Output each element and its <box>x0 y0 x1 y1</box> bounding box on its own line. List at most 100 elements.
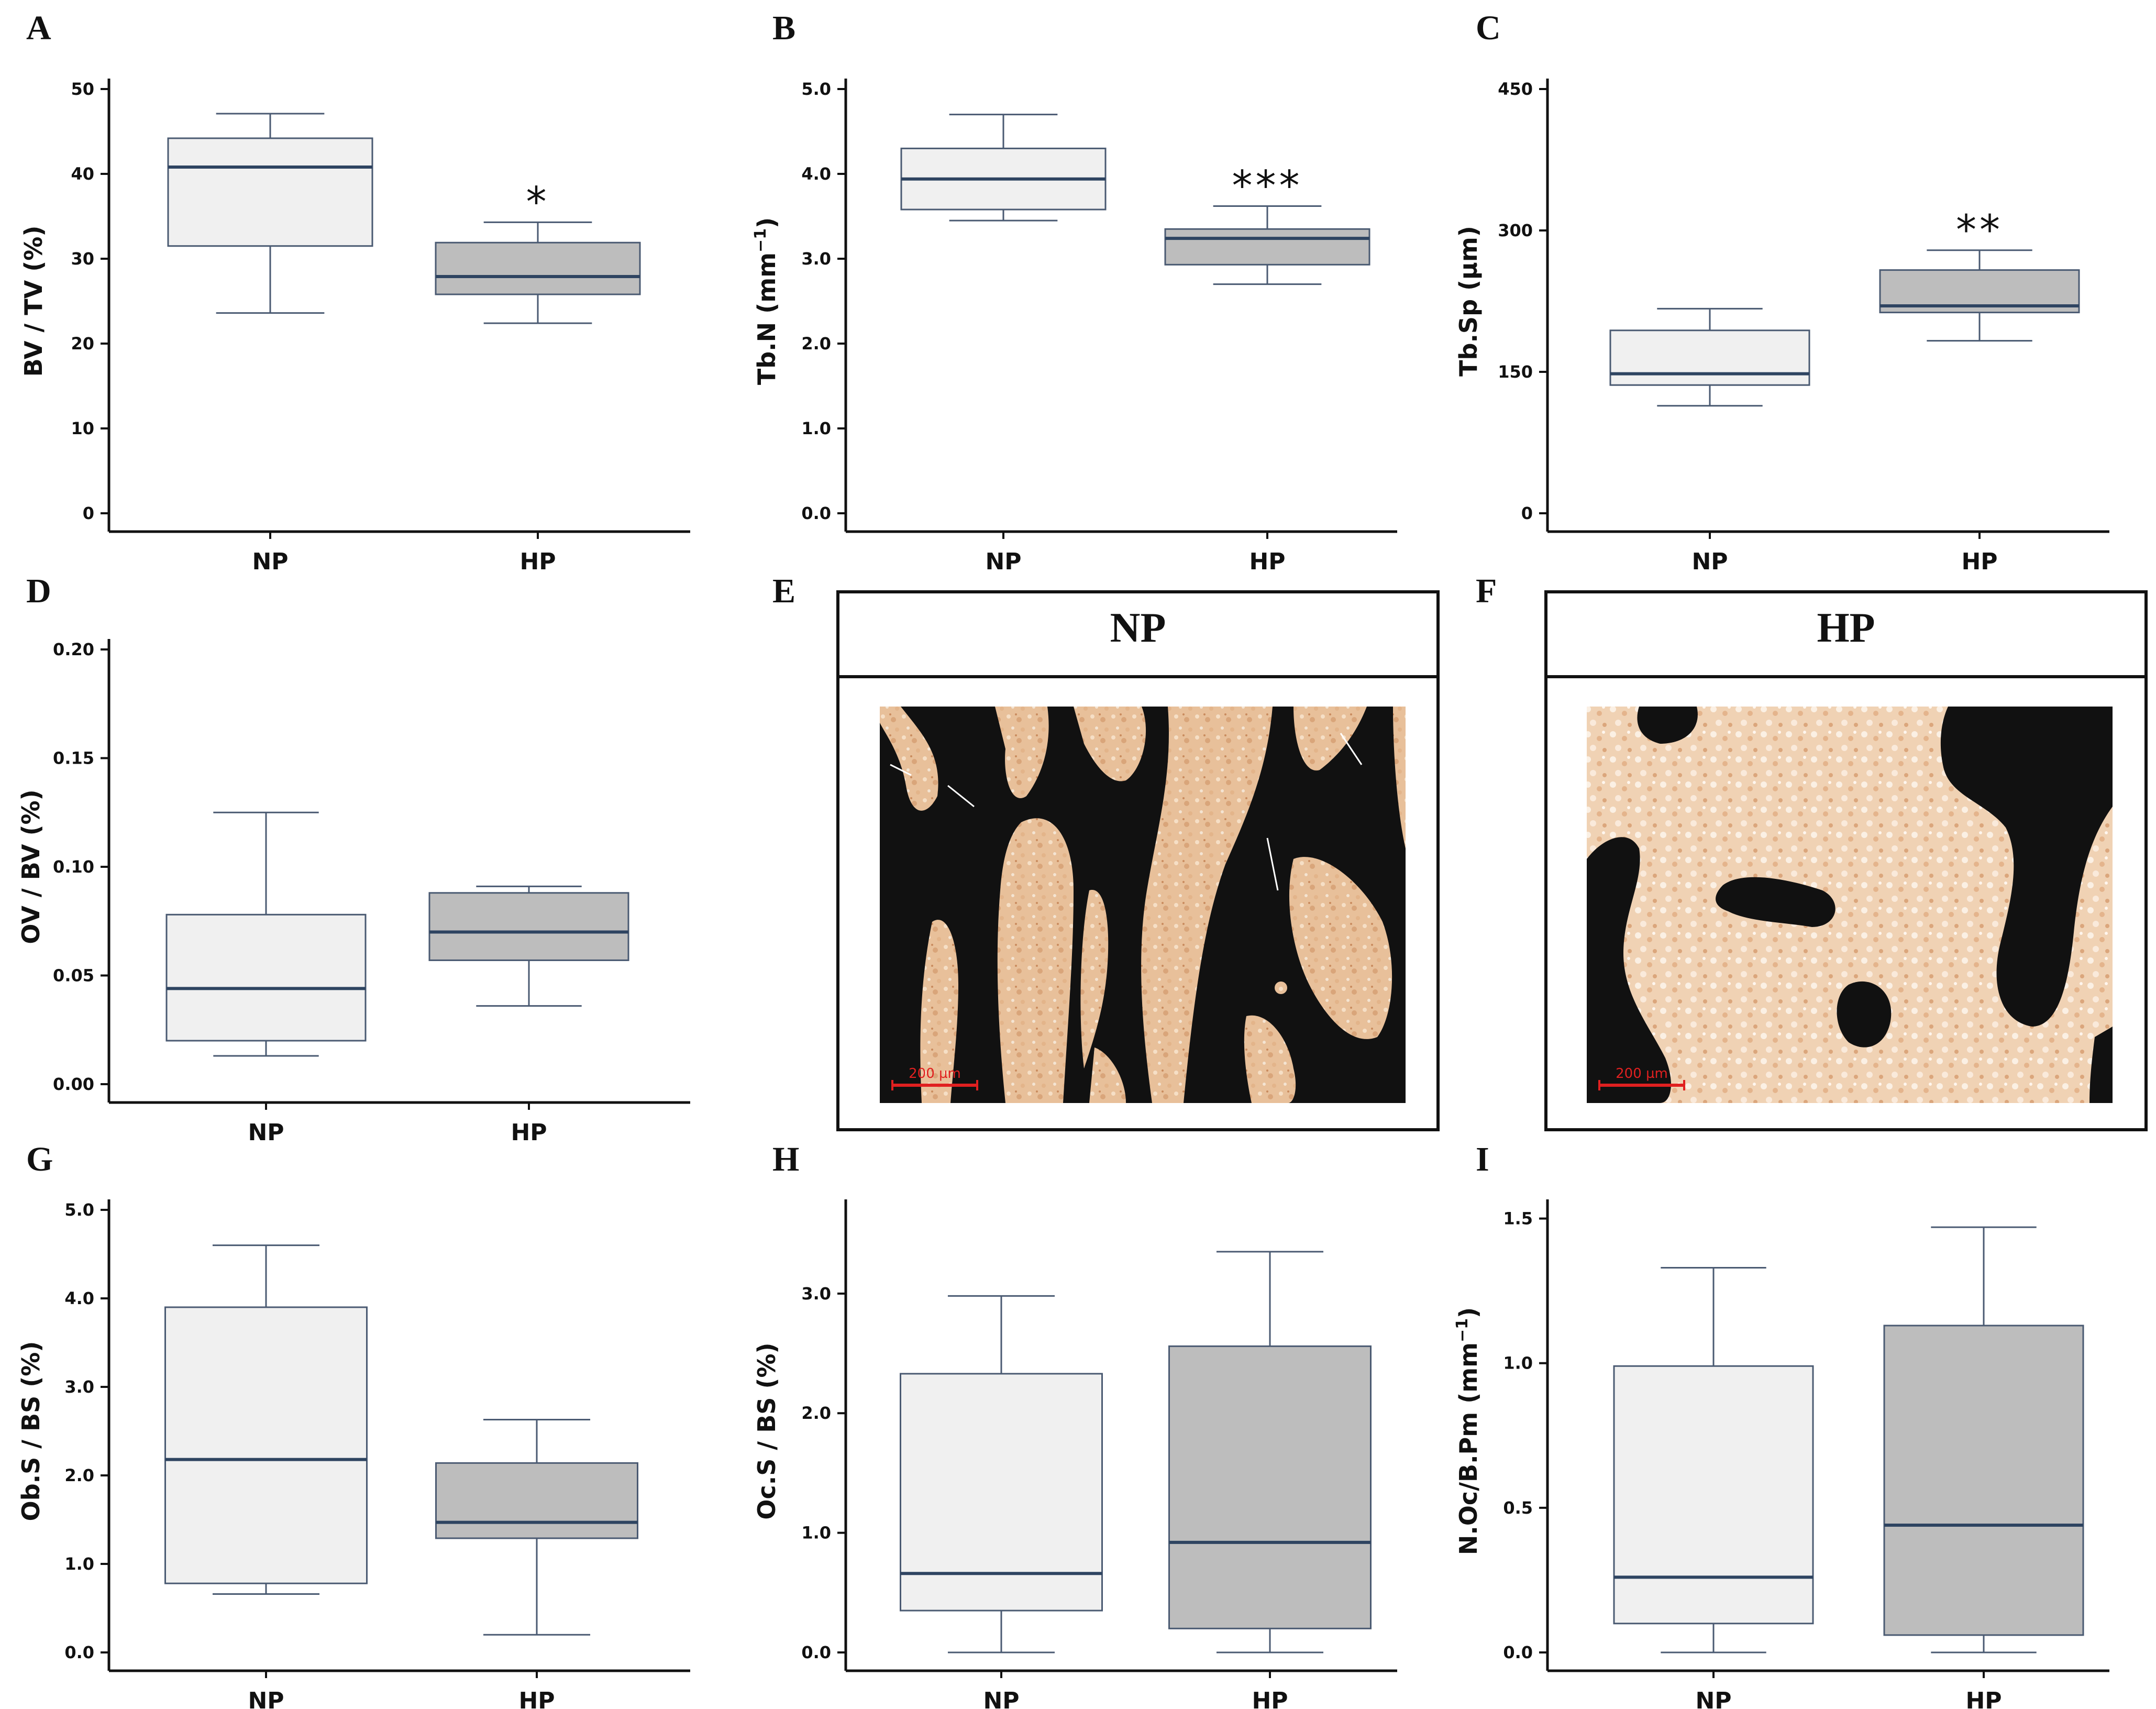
y-tick-label: 0.20 <box>53 640 94 659</box>
y-tick-label: 40 <box>71 164 94 184</box>
panel-label-a: A <box>26 9 51 47</box>
boxplot-panel-ob-s-bs: 0.0 1.0 2.0 3.0 4.0 5.0 Ob.S / BS (%) NP HP <box>17 1199 690 1709</box>
iqr-box <box>900 1373 1103 1612</box>
box-hp <box>435 1419 638 1636</box>
x-tick-label: NP <box>248 1688 284 1709</box>
panel-label-f: F <box>1476 572 1497 610</box>
x-tick-label: NP <box>248 1119 284 1146</box>
x-tick-label: HP <box>1252 1688 1288 1709</box>
iqr-box <box>435 1462 638 1539</box>
panel-label-c: C <box>1476 9 1501 47</box>
y-tick-label: 1.0 <box>801 418 831 438</box>
histology-panel-hp: HP 200 µm <box>1544 590 2148 1131</box>
y-tick-label: 0.15 <box>53 748 94 768</box>
significance-marker: *** <box>1232 163 1303 210</box>
x-tick-label: NP <box>1691 548 1728 575</box>
box-hp <box>435 221 641 324</box>
y-tick-label: 1.0 <box>64 1554 94 1574</box>
box-np <box>900 1295 1103 1653</box>
iqr-box <box>1168 1345 1372 1629</box>
box-hp <box>428 885 629 1007</box>
boxplot-panel-oc-s-bs: 0.0 1.0 2.0 3.0 Oc.S / BS (%) NP HP <box>753 1199 1397 1709</box>
histology-title: HP <box>1817 605 1875 651</box>
box-np <box>1613 1266 1814 1653</box>
boxplot-panel-n-oc-b-pm: 0.0 0.5 1.0 1.5 N.Oc/B.Pm (mm−1) NP HP <box>1453 1199 2109 1709</box>
y-tick-label: 2.0 <box>801 334 831 354</box>
box-np <box>167 113 373 314</box>
panel-label-i: I <box>1476 1140 1489 1178</box>
box-hp <box>1164 205 1370 285</box>
y-tick-label: 0.0 <box>1503 1642 1533 1662</box>
y-tick-label: 1.5 <box>1503 1209 1533 1229</box>
y-tick-label: 3.0 <box>64 1377 94 1397</box>
iqr-box <box>1613 1365 1814 1625</box>
panel-label-g: G <box>26 1140 53 1178</box>
y-tick-label: 3.0 <box>801 249 831 269</box>
x-tick-label: HP <box>518 1688 555 1709</box>
box-np <box>164 1244 368 1595</box>
y-tick-label: 0.0 <box>801 1642 831 1662</box>
y-tick-label: 5.0 <box>64 1200 94 1220</box>
x-tick-label: HP <box>519 548 556 575</box>
y-tick-label: 300 <box>1498 220 1533 240</box>
y-tick-label: 0 <box>1521 503 1533 523</box>
y-tick-label: 1.0 <box>1503 1353 1533 1373</box>
micrograph-image <box>880 707 1406 1103</box>
panel-label-h: H <box>772 1140 799 1178</box>
x-tick-label: NP <box>983 1688 1019 1709</box>
y-tick-label: 4.0 <box>801 164 831 184</box>
panel-label-e: E <box>772 572 795 610</box>
y-axis-label: Tb.Sp (μm) <box>1454 226 1483 377</box>
y-axis-label: BV / TV (%) <box>19 226 48 377</box>
y-tick-label: 450 <box>1498 79 1533 99</box>
boxplot-panel-tb-n: 0.0 1.0 2.0 3.0 4.0 5.0 Tb.N (mm−1) NP HP *** <box>751 79 1397 575</box>
micrograph-image <box>1587 707 2113 1103</box>
iqr-box <box>164 1306 368 1584</box>
box-np <box>900 114 1107 222</box>
iqr-box <box>1609 329 1810 386</box>
y-tick-label: 0.0 <box>801 503 831 523</box>
significance-marker: ** <box>1956 207 2003 254</box>
box-hp <box>1168 1251 1372 1653</box>
x-tick-label: HP <box>1961 548 1997 575</box>
y-tick-label: 2.0 <box>64 1465 94 1485</box>
x-tick-label: HP <box>1249 548 1285 575</box>
box-hp <box>1883 1226 2084 1653</box>
y-tick-label: 0.00 <box>53 1074 94 1094</box>
x-tick-label: NP <box>985 548 1021 575</box>
y-tick-label: 2.0 <box>801 1403 831 1423</box>
y-tick-label: 50 <box>71 79 94 99</box>
y-axis-label: Ob.S / BS (%) <box>17 1341 45 1521</box>
scale-bar-label: 200 µm <box>1616 1066 1668 1082</box>
boxplot-panel-bv-tv: 0 10 20 30 40 50 BV / TV (%) NP HP * <box>19 79 690 575</box>
box-np <box>1609 307 1810 407</box>
histology-panel-np: NP 200 µm <box>836 590 1440 1131</box>
x-tick-label: HP <box>1965 1688 2002 1709</box>
y-tick-label: 0.10 <box>53 857 94 877</box>
boxplot-panel-tb-sp: 0 150 300 450 Tb.Sp (μm) NP HP ** <box>1454 79 2109 575</box>
y-tick-label: 0.05 <box>53 966 94 986</box>
iqr-box <box>435 241 641 295</box>
y-tick-label: 30 <box>71 249 94 269</box>
y-tick-label: 10 <box>71 418 94 438</box>
y-axis-label: OV / BV (%) <box>17 789 45 944</box>
box-np <box>165 811 367 1057</box>
boxplot-panel-ov-bv: 0.00 0.05 0.10 0.15 0.20 OV / BV (%) NP HP <box>17 639 690 1146</box>
y-tick-label: 5.0 <box>801 79 831 99</box>
y-tick-label: 1.0 <box>801 1523 831 1543</box>
iqr-box <box>428 892 629 961</box>
y-tick-label: 0.0 <box>64 1642 94 1662</box>
x-tick-label: NP <box>252 548 288 575</box>
y-axis-label: Tb.N (mm−1) <box>751 217 781 385</box>
y-tick-label: 150 <box>1498 362 1533 382</box>
y-tick-label: 3.0 <box>801 1284 831 1304</box>
y-axis-label: Oc.S / BS (%) <box>753 1342 781 1519</box>
y-tick-label: 0.5 <box>1503 1498 1533 1518</box>
panel-label-b: B <box>772 9 795 47</box>
iqr-box <box>167 137 373 247</box>
box-hp <box>1879 249 2080 342</box>
iqr-box <box>1883 1325 2084 1636</box>
significance-marker: * <box>526 179 550 226</box>
y-tick-label: 4.0 <box>64 1288 94 1308</box>
